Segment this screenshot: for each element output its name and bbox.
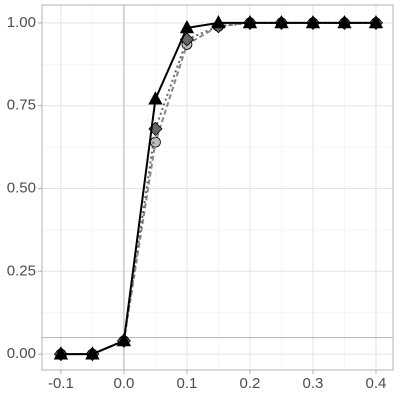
marker	[85, 346, 100, 360]
x-tick-label: -0.1	[48, 375, 74, 392]
marker	[148, 91, 163, 105]
y-tick-label: 0.25	[7, 262, 36, 279]
x-tick-label: 0.0	[113, 375, 134, 392]
x-tick-label: 0.3	[303, 375, 324, 392]
y-tick-label: 0.75	[7, 97, 36, 114]
marker	[242, 15, 258, 29]
x-tick-label: 0.2	[240, 375, 261, 392]
marker	[211, 15, 226, 29]
y-tick-label: 1.00	[7, 14, 36, 31]
y-tick-label: 0.50	[7, 179, 36, 196]
marker	[179, 20, 195, 34]
x-tick-label: 0.4	[366, 375, 387, 392]
y-tick-label: 0.00	[7, 345, 36, 362]
marker	[150, 136, 161, 148]
marker	[337, 15, 352, 29]
marker	[116, 333, 132, 347]
x-tick-label: 0.1	[177, 375, 198, 392]
marker	[368, 15, 384, 29]
marker	[305, 15, 321, 29]
marker	[274, 15, 289, 29]
panel-border	[41, 4, 394, 371]
marker	[53, 346, 69, 360]
